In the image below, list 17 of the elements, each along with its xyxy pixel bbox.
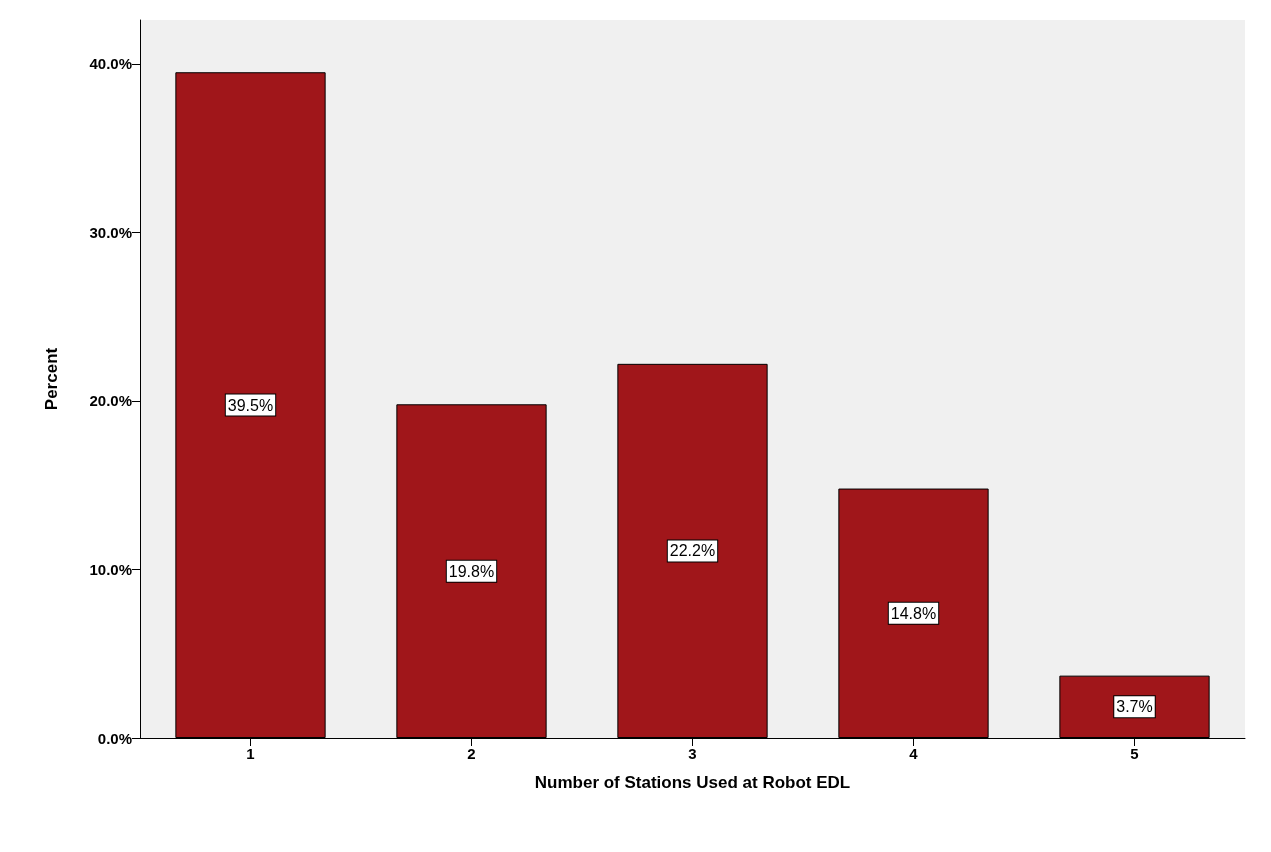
x-tick-label: 5: [1130, 745, 1139, 762]
x-tick-label: 2: [467, 745, 476, 762]
x-tick-label: 3: [688, 745, 697, 762]
data-label: 19.8%: [448, 562, 495, 580]
data-label: 14.8%: [890, 604, 937, 622]
y-tick-label: 30.0%: [89, 223, 132, 241]
data-label: 39.5%: [227, 396, 274, 414]
y-tick-label: 20.0%: [89, 392, 132, 410]
y-axis-title: Percent: [42, 347, 61, 411]
y-tick-label: 10.0%: [89, 560, 132, 578]
data-label: 3.7%: [1116, 698, 1153, 716]
y-tick-label: 0.0%: [97, 729, 132, 747]
x-axis-title: Number of Stations Used at Robot EDL: [534, 773, 851, 792]
y-tick-label: 40.0%: [89, 55, 132, 73]
x-tick-label: 1: [246, 745, 255, 762]
data-label: 22.2%: [669, 542, 716, 560]
x-tick-label: 4: [909, 745, 919, 762]
